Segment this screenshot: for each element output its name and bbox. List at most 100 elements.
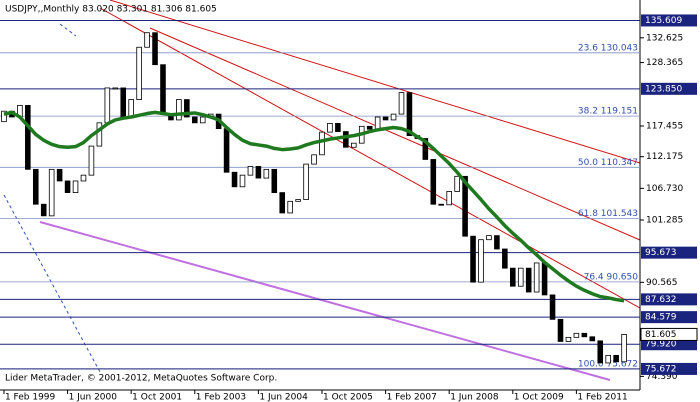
candle <box>541 262 548 296</box>
trend-line <box>109 0 641 164</box>
candle <box>382 116 389 121</box>
level-box <box>641 293 697 306</box>
candle <box>104 87 111 124</box>
x-tick-label: 1 Jun 2004 <box>259 393 308 402</box>
candle <box>422 138 429 160</box>
candle <box>255 166 262 179</box>
candle <box>72 180 79 193</box>
candle <box>120 87 127 118</box>
x-tick-label: 1 Feb 2011 <box>577 393 627 402</box>
candle <box>128 99 134 118</box>
trend-line <box>149 27 641 241</box>
y-tick-label: 90.565 <box>646 278 678 288</box>
candle <box>263 168 270 179</box>
candle <box>287 200 293 214</box>
y-tick-label: 112.175 <box>646 152 683 162</box>
x-tick-label: 1 Oct 2001 <box>132 393 182 402</box>
channel-line <box>39 221 611 381</box>
candle <box>56 168 63 182</box>
candle <box>533 262 540 293</box>
candle <box>1 110 7 123</box>
candle <box>446 191 452 206</box>
candle <box>406 92 413 137</box>
candle <box>199 116 206 124</box>
y-tick-label: 106.730 <box>646 184 683 194</box>
candle <box>160 64 166 115</box>
candle <box>589 336 596 342</box>
fib-label: 38.2 119.151 <box>578 107 638 117</box>
candle <box>374 116 381 130</box>
candle <box>430 159 437 205</box>
fib-label: 23.6 130.043 <box>578 43 638 53</box>
candle <box>613 354 619 363</box>
candle <box>335 123 341 132</box>
y-tick-label: 101.285 <box>646 216 683 226</box>
candle <box>462 175 468 237</box>
y-tick-label: 117.455 <box>646 122 683 132</box>
fib-label: 61.8 101.543 <box>578 209 638 219</box>
level-label: 135.609 <box>645 16 682 26</box>
price-box <box>640 327 698 341</box>
candle <box>502 248 508 269</box>
x-tick-label: 1 Feb 2003 <box>196 393 246 402</box>
candle <box>295 199 301 202</box>
candle <box>231 171 238 188</box>
y-tick-label: 128.365 <box>646 58 683 68</box>
x-tick-label: 1 Feb 2007 <box>387 393 437 402</box>
candle <box>136 46 142 100</box>
candle <box>279 192 286 214</box>
candle <box>486 235 492 241</box>
level-label: 123.850 <box>645 84 682 94</box>
candle <box>184 99 190 118</box>
fib-label: 76.4 90.650 <box>584 272 639 282</box>
candle <box>96 122 103 147</box>
x-tick-label: 1 Jun 2000 <box>69 393 118 402</box>
candle <box>271 168 278 193</box>
candle <box>517 267 524 287</box>
trend-line <box>99 7 641 309</box>
level-label: 79.920 <box>645 340 677 350</box>
candle <box>247 166 254 176</box>
level-label: 87.632 <box>645 295 677 305</box>
candle <box>191 116 198 124</box>
y-tick-label: 74.390 <box>646 372 678 382</box>
watermark: Lider MetaTrader, © 2001-2012, MetaQuote… <box>5 374 277 384</box>
x-tick-label: 1 Oct 2009 <box>514 393 564 402</box>
fib-label: 50.0 110.347 <box>578 158 638 168</box>
candle <box>398 92 405 115</box>
candle <box>573 332 580 338</box>
candle <box>223 128 230 173</box>
candle <box>25 104 31 170</box>
candle <box>144 32 150 48</box>
level-label: 84.579 <box>645 313 677 323</box>
candle <box>176 99 182 121</box>
level-box <box>641 246 697 259</box>
moving-average <box>3 110 625 303</box>
x-tick-label: 1 Feb 1999 <box>5 393 56 402</box>
candle <box>549 294 556 320</box>
candle <box>597 340 604 364</box>
level-box <box>641 82 697 95</box>
price-label: 81.605 <box>645 330 677 340</box>
candle <box>48 168 55 217</box>
candle <box>470 235 476 283</box>
candle <box>510 267 516 287</box>
x-tick-label: 1 Jun 2008 <box>450 393 499 402</box>
candle <box>327 123 333 133</box>
fib-label: 100.0 75.672 <box>578 359 638 369</box>
level-label: 75.672 <box>645 364 677 374</box>
candle <box>303 163 309 200</box>
level-box <box>641 338 697 351</box>
candle <box>621 334 627 363</box>
candle <box>565 336 572 342</box>
candle <box>557 318 564 342</box>
chart-title: USDJPY,,Monthly 83.020 83.301 81.306 81.… <box>5 5 217 15</box>
level-box <box>641 311 697 324</box>
candle <box>88 145 95 176</box>
trend-lines <box>3 0 641 381</box>
candle <box>64 180 71 193</box>
level-box <box>641 362 697 375</box>
candle <box>454 175 460 192</box>
candle <box>525 267 532 293</box>
